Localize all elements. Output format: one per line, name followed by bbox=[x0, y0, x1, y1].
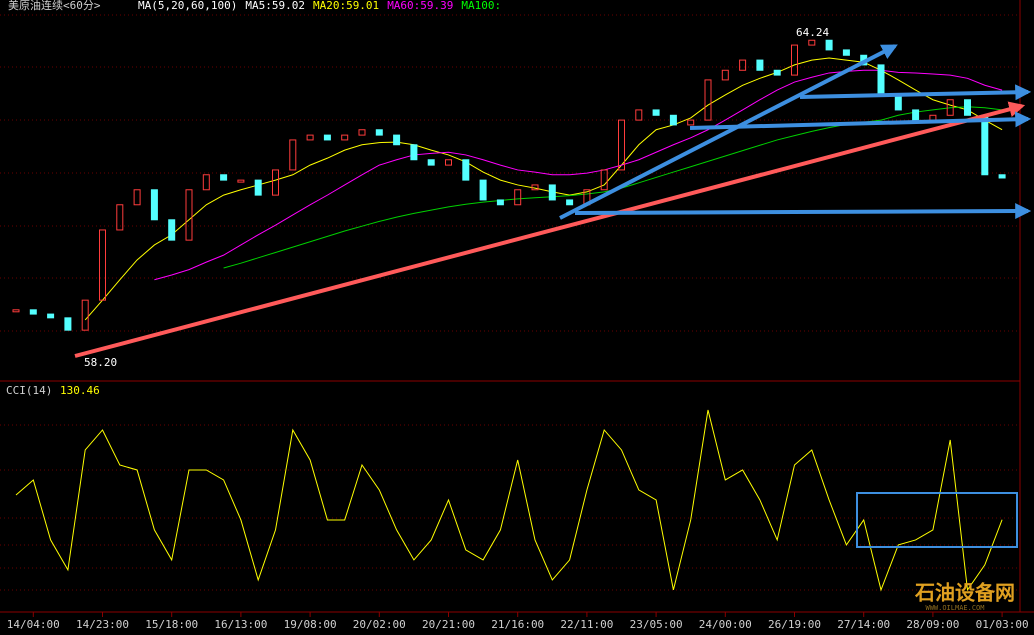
x-tick-label: 21/16:00 bbox=[491, 618, 544, 631]
candle bbox=[566, 199, 574, 206]
candle bbox=[877, 64, 885, 96]
candle bbox=[237, 179, 245, 183]
x-tick-label: 16/13:00 bbox=[214, 618, 267, 631]
level-arrow bbox=[799, 84, 1032, 101]
watermark-url: WWW.OILMAE.COM bbox=[925, 604, 984, 612]
candle bbox=[652, 109, 660, 116]
candle bbox=[739, 59, 747, 71]
candle bbox=[825, 39, 833, 51]
x-tick-label: 01/03:00 bbox=[976, 618, 1029, 631]
candle bbox=[220, 174, 228, 181]
candle bbox=[358, 129, 366, 136]
candle bbox=[272, 169, 279, 196]
candle bbox=[618, 119, 625, 171]
legend-entry: MA20:59.01 bbox=[313, 0, 379, 12]
trend-arrow bbox=[559, 44, 898, 220]
candle bbox=[773, 69, 781, 76]
x-tick-label: 24/00:00 bbox=[699, 618, 752, 631]
candle bbox=[998, 174, 1006, 179]
candle bbox=[254, 179, 262, 196]
candle bbox=[64, 317, 72, 331]
x-tick-label: 22/11:00 bbox=[560, 618, 613, 631]
x-tick-label: 20/21:00 bbox=[422, 618, 475, 631]
candle bbox=[756, 59, 764, 71]
candle bbox=[289, 139, 297, 171]
candle bbox=[514, 189, 522, 206]
candle bbox=[669, 114, 677, 126]
candle bbox=[531, 184, 539, 191]
x-tick-label: 20/02:00 bbox=[353, 618, 406, 631]
candle bbox=[704, 79, 712, 121]
plot: 14/04:00 14/23:00 15/18:00 16/13:00 19/08:00… bbox=[7, 39, 1029, 631]
candle bbox=[168, 219, 176, 241]
candle bbox=[29, 309, 37, 315]
line bbox=[15, 409, 1003, 592]
legend-entry: MA100: bbox=[461, 0, 501, 12]
candle bbox=[496, 199, 504, 206]
candle bbox=[375, 129, 383, 136]
candle bbox=[462, 159, 470, 181]
legend: MA(5,20,60,100) MA5:59.02 MA20:59.01 MA60:5… bbox=[138, 0, 501, 12]
level-arrow bbox=[574, 203, 1032, 220]
candle bbox=[116, 204, 124, 231]
x-tick-label: 23/05:00 bbox=[630, 618, 683, 631]
candle bbox=[12, 309, 20, 313]
candle bbox=[427, 159, 435, 166]
candle bbox=[341, 134, 349, 141]
x-tick-label: 14/23:00 bbox=[76, 618, 129, 631]
candle bbox=[964, 99, 971, 116]
high-label: 64.24 bbox=[796, 26, 829, 39]
candle bbox=[635, 109, 643, 121]
candle bbox=[894, 94, 902, 111]
candle bbox=[548, 184, 556, 201]
line bbox=[84, 57, 1003, 321]
candle bbox=[202, 174, 210, 191]
line bbox=[154, 69, 1003, 281]
chart-title: 美原油连续<60分> bbox=[8, 0, 101, 12]
candle bbox=[410, 144, 418, 161]
candle bbox=[600, 169, 608, 191]
legend-entry: MA60:59.39 bbox=[387, 0, 453, 12]
x-tick-label: 19/08:00 bbox=[284, 618, 337, 631]
candle bbox=[323, 134, 331, 141]
candle bbox=[912, 109, 920, 121]
candle bbox=[808, 39, 816, 46]
candle bbox=[445, 159, 452, 166]
candle bbox=[981, 114, 989, 176]
candle bbox=[99, 229, 106, 301]
x-tick-label: 15/18:00 bbox=[145, 618, 198, 631]
legend-entry: MA(5,20,60,100) bbox=[138, 0, 237, 12]
legend-entry: MA5:59.02 bbox=[245, 0, 305, 12]
x-tick-label: 27/14:00 bbox=[837, 618, 890, 631]
cci-title: CCI(14) bbox=[6, 384, 52, 397]
candle bbox=[479, 179, 487, 201]
cci-value: 130.46 bbox=[60, 384, 100, 397]
candle bbox=[150, 189, 158, 221]
candle bbox=[47, 313, 55, 319]
candle bbox=[946, 99, 954, 116]
trend-arrow bbox=[74, 101, 1026, 358]
candle bbox=[81, 299, 89, 331]
candle bbox=[393, 134, 401, 146]
x-tick-label: 14/04:00 bbox=[7, 618, 60, 631]
candle bbox=[687, 119, 695, 126]
x-tick-label: 26/19:00 bbox=[768, 618, 821, 631]
watermark: 石油设备网 bbox=[914, 581, 1015, 605]
candle bbox=[791, 44, 798, 76]
candle bbox=[721, 69, 729, 81]
candle bbox=[185, 189, 193, 241]
highlight-box bbox=[856, 492, 1018, 548]
candle bbox=[133, 189, 141, 206]
low-label: 58.20 bbox=[84, 356, 117, 369]
candle bbox=[306, 134, 314, 141]
level-arrow bbox=[689, 111, 1032, 130]
x-tick-label: 28/09:00 bbox=[906, 618, 959, 631]
candle bbox=[842, 49, 850, 56]
